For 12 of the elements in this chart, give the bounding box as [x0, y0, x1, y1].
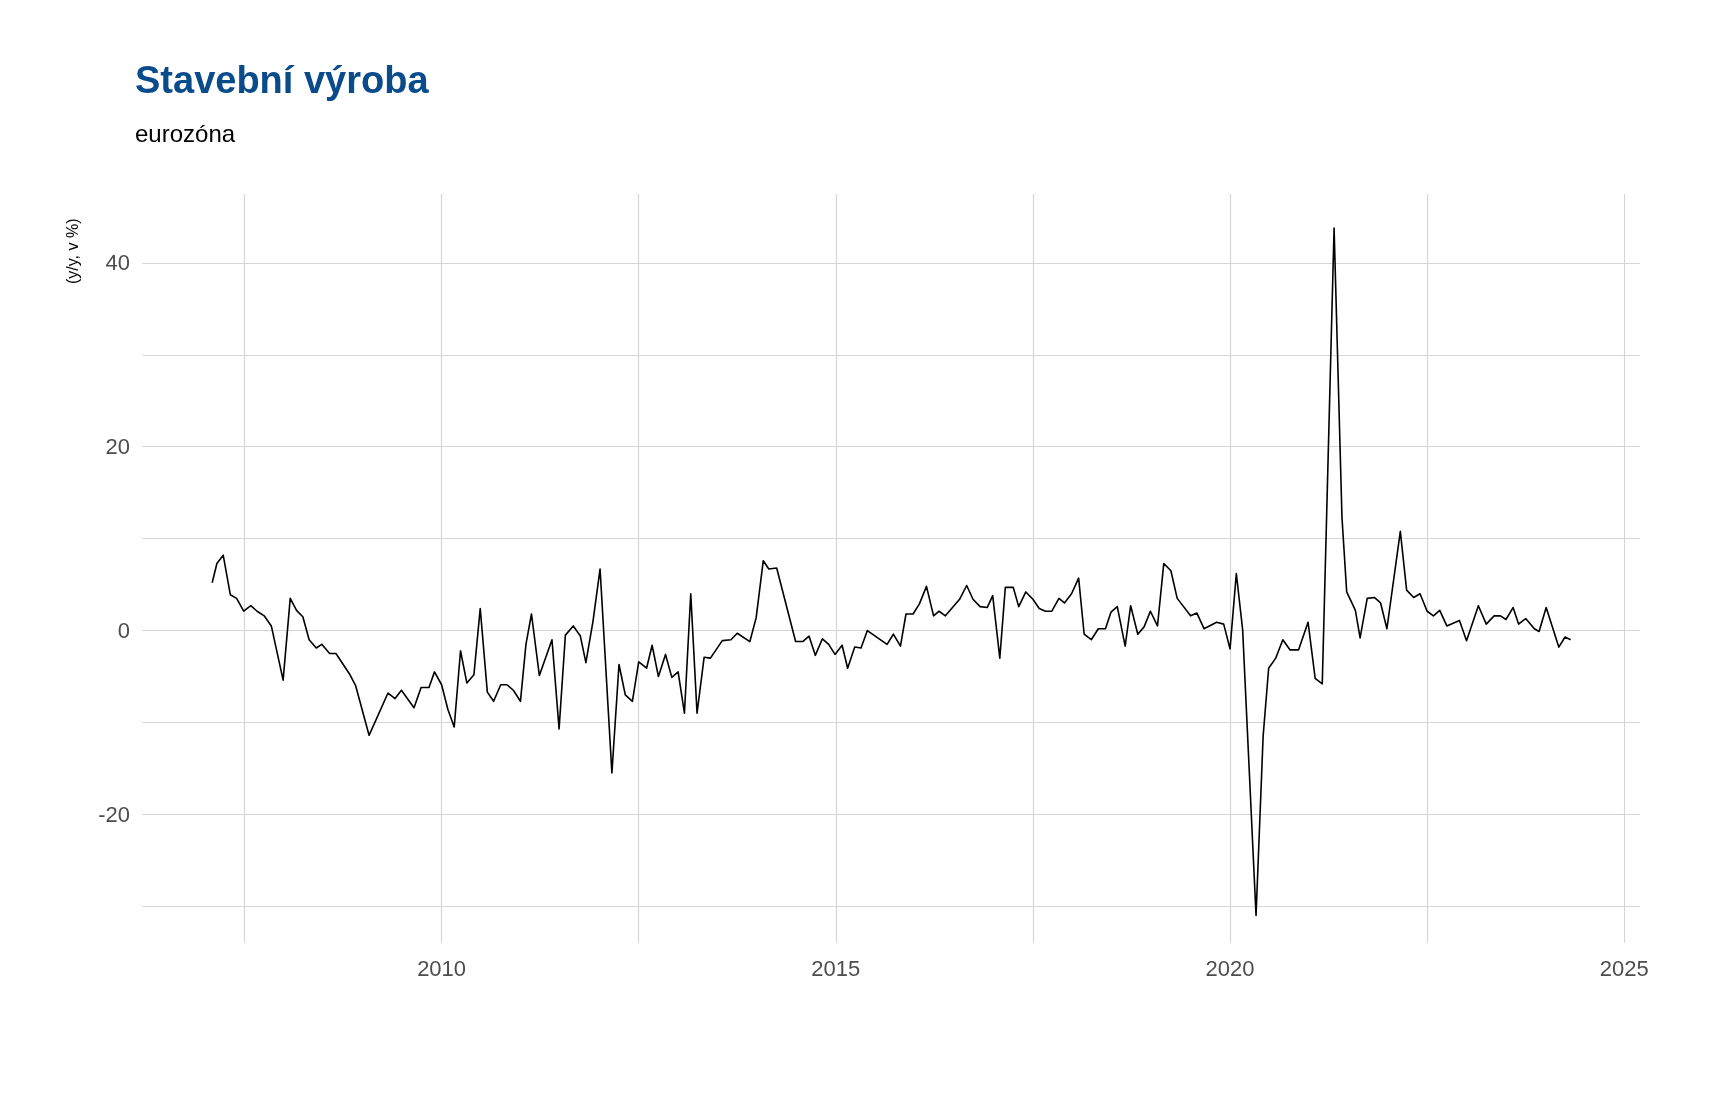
y-tick-label: 20 — [105, 434, 130, 460]
x-tick-label: 2020 — [1205, 955, 1255, 981]
y-tick-label: -20 — [98, 801, 130, 827]
x-tick-label: 2010 — [417, 955, 467, 981]
line-series — [211, 227, 1572, 917]
y-tick-label: 0 — [117, 618, 130, 644]
y-tick-label: 40 — [105, 250, 130, 276]
x-tick-label: 2025 — [1599, 955, 1649, 981]
x-tick-label: 2015 — [811, 955, 861, 981]
chart-subtitle: eurozóna — [135, 119, 236, 147]
chart-title: Stavební výroba — [135, 59, 430, 101]
y-axis-title: (y/y, v %) — [63, 218, 81, 284]
